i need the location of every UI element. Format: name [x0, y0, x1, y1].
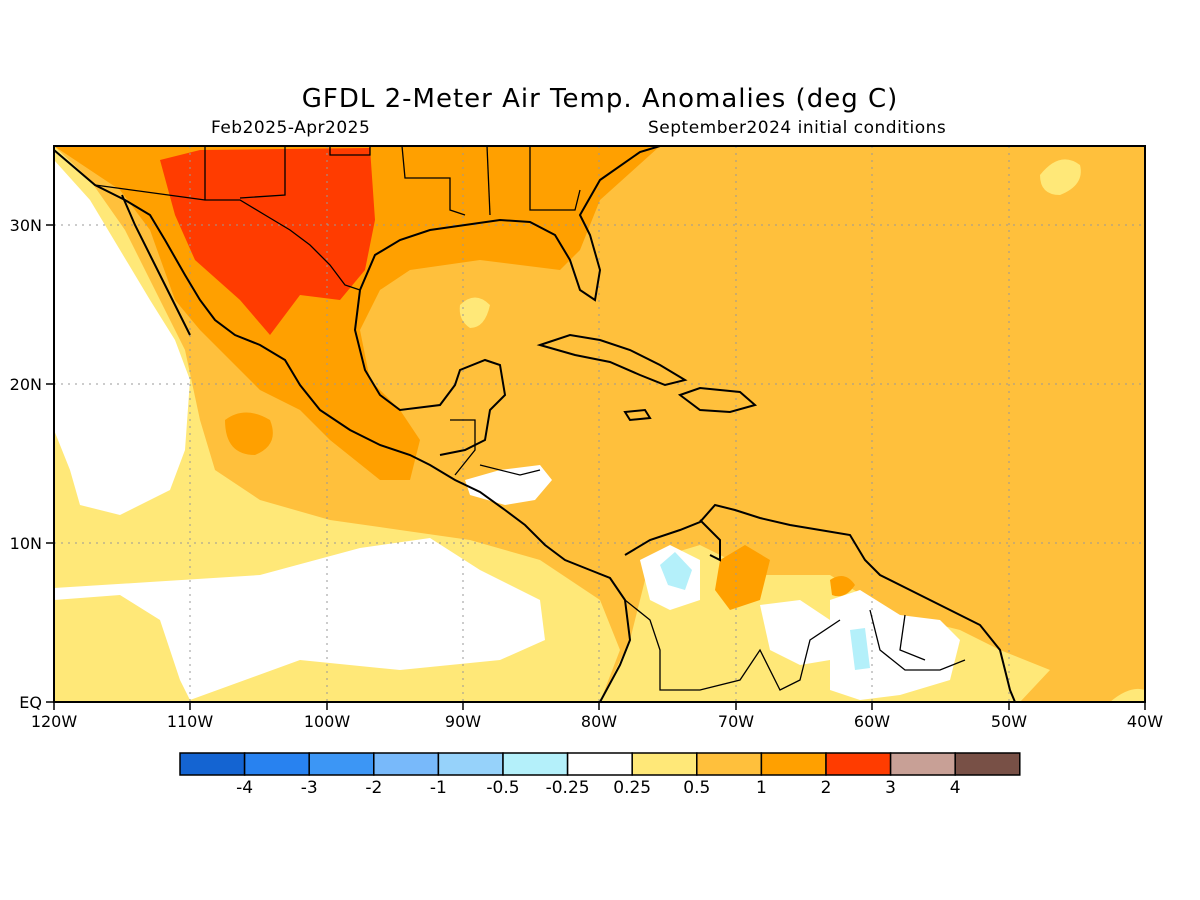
map-title: GFDL 2-Meter Air Temp. Anomalies (deg C) [301, 84, 899, 114]
lon-label: 120W [31, 712, 78, 731]
legend-swatch [566, 752, 633, 776]
lat-labels: 30N 20N 10N EQ [10, 216, 42, 712]
band-0.25-0.5-atlantic [1040, 159, 1081, 195]
legend-label: 3 [885, 778, 896, 798]
legend-swatch [179, 752, 246, 776]
legend-swatch [308, 752, 375, 776]
legend-label: -1 [430, 778, 447, 798]
lon-label: 110W [167, 712, 214, 731]
legend-swatch [696, 752, 763, 776]
legend-swatch [373, 752, 440, 776]
initial-conditions: September2024 initial conditions [648, 118, 947, 138]
color-legend: -4 -3 -2 -1 -0.5 -0.25 0.25 0.5 1 2 3 4 [179, 752, 1021, 798]
band-neutral-guiana [830, 590, 960, 700]
legend-label: -4 [236, 778, 253, 798]
band-0.25-0.5-gulf [459, 297, 490, 328]
legend-swatch [631, 752, 698, 776]
band-0.25-0.5-pacific [54, 146, 620, 702]
legend-swatch [502, 752, 569, 776]
legend-label: -0.25 [546, 778, 590, 798]
legend-label: 0.5 [683, 778, 710, 798]
legend-swatch [825, 752, 892, 776]
lon-label: 80W [581, 712, 617, 731]
legend-swatch [760, 752, 827, 776]
axis-ticks [46, 224, 1146, 710]
legend-label: 0.25 [613, 778, 651, 798]
lat-label: 10N [10, 534, 42, 553]
legend-swatch [954, 752, 1021, 776]
lon-label: 90W [445, 712, 481, 731]
band-1-2-patch [830, 576, 855, 597]
legend-label: 2 [821, 778, 832, 798]
band-neutral-orinoco [760, 600, 830, 665]
legend-label: 4 [950, 778, 961, 798]
lon-label: 40W [1127, 712, 1163, 731]
borders [94, 146, 966, 691]
graticule [54, 146, 1145, 702]
lat-label: 30N [10, 216, 42, 235]
legend-swatch [243, 752, 310, 776]
band-neutral-west [54, 160, 190, 515]
legend-label: -2 [365, 778, 382, 798]
band-1-2-venezuela [715, 545, 770, 610]
legend-label: 1 [756, 778, 767, 798]
lon-label: 70W [718, 712, 754, 731]
band-1-2-eastpacific [225, 412, 273, 455]
anomaly-field [54, 146, 1145, 702]
lon-label: 100W [304, 712, 351, 731]
legend-label: -3 [301, 778, 318, 798]
coastlines [54, 146, 1016, 702]
lat-label: EQ [19, 693, 42, 712]
lon-label: 50W [991, 712, 1027, 731]
forecast-period: Feb2025-Apr2025 [211, 118, 371, 138]
band-neutral-pacific [54, 538, 545, 700]
legend-swatch [437, 752, 504, 776]
band-0.25-0.5-patch [75, 629, 126, 662]
band-cool-guiana [850, 628, 870, 670]
band-cool-colombia [660, 552, 692, 590]
lon-labels: 120W 110W 100W 90W 80W 70W 60W 50W 40W [31, 712, 1163, 731]
band-2-3-southwest [160, 148, 375, 335]
legend-swatch [889, 752, 956, 776]
band-0.25-0.5-se [1110, 688, 1145, 702]
lon-label: 60W [854, 712, 890, 731]
legend-label: -0.5 [486, 778, 519, 798]
band-neutral-centralamerica [465, 465, 552, 505]
lat-label: 20N [10, 375, 42, 394]
